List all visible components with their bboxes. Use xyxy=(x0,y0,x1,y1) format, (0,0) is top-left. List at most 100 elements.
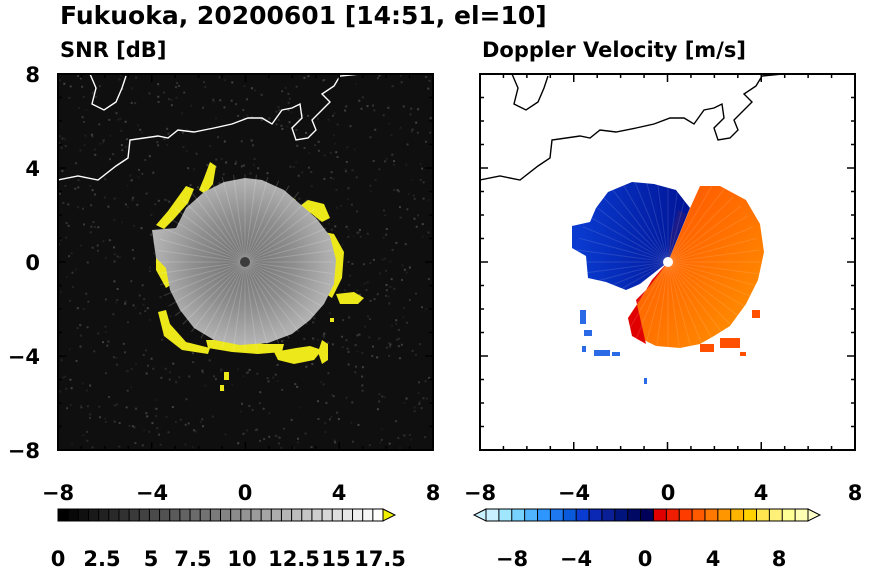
snr-noise-speck xyxy=(60,238,63,241)
snr-colorbar-segment xyxy=(352,509,364,521)
snr-noise-speck xyxy=(242,432,245,435)
snr-noise-speck xyxy=(93,225,96,228)
snr-y-tick: −4 xyxy=(8,345,40,369)
snr-noise-speck xyxy=(351,440,354,443)
snr-noise-speck xyxy=(202,81,205,84)
snr-noise-speck xyxy=(361,375,364,378)
snr-noise-speck xyxy=(223,140,226,143)
snr-noise-speck xyxy=(284,86,287,89)
snr-noise-speck xyxy=(156,427,159,430)
snr-noise-speck xyxy=(428,376,431,379)
snr-noise-speck xyxy=(184,443,187,446)
radial-ray xyxy=(655,170,669,263)
snr-noise-speck xyxy=(418,402,421,405)
snr-noise-speck xyxy=(89,416,92,419)
snr-noise-speck xyxy=(102,141,105,144)
doppler-colorbar-segment xyxy=(537,509,551,521)
snr-noise-speck xyxy=(410,179,413,182)
snr-noise-speck xyxy=(234,103,237,106)
snr-noise-speck xyxy=(224,433,227,436)
snr-noise-speck xyxy=(133,225,136,228)
snr-noise-speck xyxy=(345,170,348,173)
snr-noise-speck xyxy=(246,98,249,101)
snr-noise-speck xyxy=(393,287,396,290)
snr-noise-speck xyxy=(104,420,107,423)
snr-noise-speck xyxy=(177,84,180,87)
doppler-colorbar-segment xyxy=(756,509,770,521)
doppler-colorbar-extend-min xyxy=(472,508,487,522)
snr-noise-speck xyxy=(334,441,337,444)
snr-noise-speck xyxy=(424,380,427,383)
snr-noise-speck xyxy=(345,160,348,163)
doppler-colorbar-segment xyxy=(614,509,629,521)
snr-colorbar-segment xyxy=(240,509,252,521)
snr-noise-speck xyxy=(276,380,279,383)
snr-colorbar-tick-label: 17.5 xyxy=(354,547,406,570)
snr-noise-speck xyxy=(419,179,422,182)
snr-noise-speck xyxy=(290,127,293,130)
radial-ray xyxy=(244,261,290,339)
snr-noise-speck xyxy=(317,417,320,420)
snr-noise-speck xyxy=(385,283,388,286)
doppler-coastline xyxy=(480,74,783,181)
snr-noise-speck xyxy=(115,403,118,406)
snr-noise-speck xyxy=(159,443,162,446)
snr-noise-speck xyxy=(274,373,277,376)
snr-noise-speck xyxy=(351,262,354,265)
snr-noise-speck xyxy=(132,304,135,307)
radial-ray xyxy=(576,261,669,275)
snr-noise-speck xyxy=(260,93,263,96)
snr-noise-speck xyxy=(333,439,336,442)
snr-noise-speck xyxy=(108,396,111,399)
radial-ray xyxy=(244,261,269,348)
snr-noise-speck xyxy=(104,257,107,260)
snr-noise-speck xyxy=(218,182,221,185)
snr-noise-speck xyxy=(113,404,116,407)
snr-noise-speck xyxy=(282,427,285,430)
snr-noise-speck xyxy=(331,343,334,346)
snr-noise-speck xyxy=(136,124,139,127)
snr-noise-speck xyxy=(406,143,409,146)
snr-noise-speck xyxy=(354,83,357,86)
figure-title: Fukuoka, 20200601 [14:51, el=10] xyxy=(60,1,547,30)
snr-noise-speck xyxy=(420,407,423,410)
radial-ray xyxy=(182,199,246,263)
snr-noise-speck xyxy=(109,158,112,161)
snr-noise-speck xyxy=(150,213,153,216)
snr-noise-speck xyxy=(64,145,67,148)
radial-ray xyxy=(582,226,669,263)
snr-noise-speck xyxy=(89,184,92,187)
snr-noise-speck xyxy=(308,152,311,155)
snr-noise-speck xyxy=(288,97,291,100)
snr-noise-speck xyxy=(115,112,118,115)
snr-noise-speck xyxy=(174,86,177,89)
snr-noise-speck xyxy=(199,420,202,423)
snr-noise-speck xyxy=(155,415,158,418)
snr-noise-speck xyxy=(388,345,391,348)
radial-ray xyxy=(632,261,669,348)
snr-noise-speck xyxy=(66,407,69,410)
snr-noise-speck xyxy=(82,95,85,98)
snr-noise-speck xyxy=(148,92,151,95)
snr-noise-speck xyxy=(89,413,92,416)
radial-ray xyxy=(168,217,246,263)
snr-noise-speck xyxy=(387,106,390,109)
snr-noise-speck xyxy=(366,105,369,108)
snr-noise-speck xyxy=(98,405,101,408)
snr-noise-speck xyxy=(365,289,368,292)
snr-noise-speck xyxy=(421,167,424,170)
snr-noise-speck xyxy=(363,282,366,285)
snr-noise-speck xyxy=(59,291,62,294)
snr-noise-speck xyxy=(281,388,284,391)
snr-noise-speck xyxy=(372,159,375,162)
radial-ray xyxy=(221,261,246,348)
snr-noise-speck xyxy=(95,95,98,98)
snr-noise-speck xyxy=(330,171,333,174)
snr-noise-speck xyxy=(211,415,214,418)
doppler-colorbar-ticks xyxy=(485,509,809,521)
snr-noise-speck xyxy=(366,281,369,284)
radial-ray xyxy=(579,237,669,263)
radial-ray xyxy=(667,188,725,263)
snr-noise-speck xyxy=(215,158,218,161)
snr-noise-speck xyxy=(93,350,96,353)
